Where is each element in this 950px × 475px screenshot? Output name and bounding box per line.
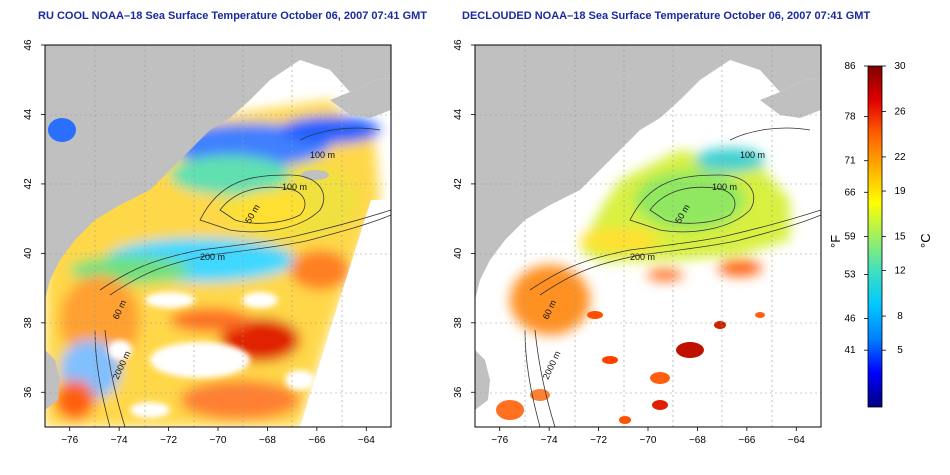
y-tick-label: 44 [23, 108, 34, 120]
x-tick-label: −74 [541, 435, 558, 446]
f-tick-label: 66 [844, 187, 856, 198]
x-tick-label: −64 [788, 435, 805, 446]
x-tick-label: −70 [640, 435, 657, 446]
y-tick-label: 46 [453, 39, 464, 51]
c-tick-label: 5 [897, 345, 903, 356]
axes-raw: −76 −74 −72 −70 −68 −66 −64 46 44 42 40 38 36 [23, 39, 375, 446]
x-tick-label: −76 [491, 435, 508, 446]
c-tick-label: 19 [894, 186, 906, 197]
contour-label: 200 m [200, 252, 225, 262]
y-tick-label: 44 [453, 108, 464, 120]
land-mask [475, 45, 821, 410]
panel-title-declouded: DECLOUDED NOAA–18 Sea Surface Temperatur… [462, 10, 871, 22]
y-tick-label: 36 [23, 386, 34, 398]
contour-label: 200 m [630, 252, 655, 262]
graticule [475, 45, 821, 427]
x-tick-label: −72 [590, 435, 607, 446]
y-tick-label: 38 [23, 317, 34, 329]
c-tick-label: 30 [894, 61, 906, 72]
y-tick-label: 42 [23, 178, 34, 190]
bathymetry-contours [524, 127, 821, 427]
contour-label: 100 m [282, 182, 307, 192]
c-tick-label: 22 [894, 152, 906, 163]
x-tick-label: −72 [160, 435, 177, 446]
x-tick-label: −64 [358, 435, 375, 446]
colorbar-ramp [867, 65, 883, 408]
x-tick-label: −76 [61, 435, 78, 446]
y-tick-label: 46 [23, 39, 34, 51]
panel-title-raw: RU COOL NOAA–18 Sea Surface Temperature … [38, 10, 428, 22]
colorbar: °F °C 30 26 22 19 15 12 8 5 86 78 71 66 59 53 46 41 [828, 61, 933, 408]
colorbar-ticks: 30 26 22 19 15 12 8 5 86 78 71 66 59 53 46 41 [844, 61, 906, 356]
f-tick-label: 41 [844, 345, 856, 356]
colorbar-f-label: °F [828, 235, 843, 248]
x-tick-label: −74 [111, 435, 128, 446]
map-panel-declouded: 100 m 100 m 50 m 200 m 60 m 2000 m [453, 39, 822, 446]
map-panel-raw: 100 m 100 m 50 m 200 m 60 m 2000 m [23, 39, 392, 446]
c-tick-label: 15 [894, 232, 906, 243]
c-tick-label: 8 [897, 311, 903, 322]
contour-label: 100 m [740, 150, 765, 160]
y-tick-label: 40 [453, 247, 464, 259]
f-tick-label: 53 [844, 269, 856, 280]
f-tick-label: 59 [844, 232, 856, 243]
x-tick-label: −66 [308, 435, 325, 446]
graticule [45, 45, 391, 427]
x-tick-label: −66 [738, 435, 755, 446]
x-tick-label: −68 [259, 435, 276, 446]
c-tick-label: 12 [894, 266, 906, 277]
y-tick-label: 42 [453, 178, 464, 190]
warm-patches [496, 311, 765, 424]
bathymetry-contours [94, 127, 391, 427]
x-tick-label: −68 [689, 435, 706, 446]
c-tick-label: 26 [894, 106, 906, 117]
x-tick-label: −70 [210, 435, 227, 446]
f-tick-label: 78 [844, 112, 856, 123]
axes-declouded: −76 −74 −72 −70 −68 −66 −64 46 44 42 40 38 36 [453, 39, 805, 446]
land-mask [45, 45, 391, 410]
y-tick-label: 40 [23, 247, 34, 259]
contour-label: 100 m [712, 182, 737, 192]
f-tick-label: 71 [844, 156, 856, 167]
contour-label: 100 m [310, 150, 335, 160]
f-tick-label: 46 [844, 314, 856, 325]
cloud-patches [108, 292, 315, 418]
y-tick-label: 36 [453, 386, 464, 398]
colorbar-c-label: °C [918, 233, 933, 248]
f-tick-label: 86 [844, 61, 856, 72]
y-tick-label: 38 [453, 317, 464, 329]
